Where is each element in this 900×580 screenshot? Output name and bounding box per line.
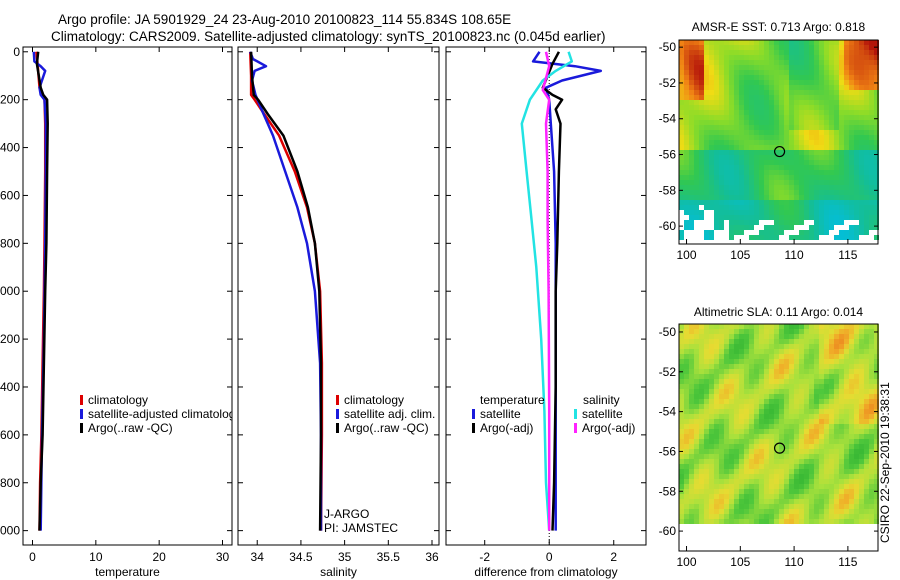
- sst-ytick-label: -56: [659, 148, 677, 162]
- depth-tick-label: 400: [0, 141, 20, 155]
- temperature-legend-swatch: [80, 395, 83, 405]
- sla-ytick-label: -58: [659, 484, 677, 498]
- difference-series-salinity-satellite: [520, 51, 574, 531]
- temperature-xtick-label: 10: [89, 550, 103, 564]
- salinity-legend-label: climatology: [344, 393, 404, 407]
- difference-xtick-label: 0: [546, 550, 553, 564]
- diff-legend-temperature-label: Argo(-adj): [480, 421, 533, 435]
- sst-xtick-label: 100: [677, 248, 697, 262]
- salinity-xlabel: salinity: [320, 565, 357, 579]
- sla-argo-marker: [773, 442, 786, 454]
- diff-legend-temperature-label: satellite: [480, 407, 521, 421]
- sst-ytick-label: -54: [659, 112, 677, 126]
- temperature-xlabel: temperature: [95, 565, 160, 579]
- sst-field: [679, 40, 879, 240]
- sla-ytick-label: -50: [659, 325, 677, 339]
- depth-tick-label: 1200: [0, 332, 20, 346]
- sst-xtick-label: 110: [785, 248, 804, 262]
- salinity-panel: 34 34.5 35 35.5 36 salinity climatologysatelli…: [237, 46, 440, 579]
- diff-legend-salinity-label: satellite: [582, 407, 623, 421]
- sst-title: AMSR-E SST: 0.713 Argo: 0.818: [692, 20, 866, 34]
- sst-ytick-label: -58: [659, 183, 677, 197]
- depth-tick-label: 1800: [0, 476, 20, 490]
- salinity-xtick-label: 34.5: [289, 550, 313, 564]
- sst-ytick-label: -50: [659, 40, 677, 54]
- diff-legend-salinity-title: salinity: [583, 393, 620, 407]
- temperature-xtick-label: 20: [152, 550, 166, 564]
- temperature-legend-label: Argo(..raw -QC): [88, 421, 173, 435]
- salinity-legend-label: satellite adj. clim.: [344, 407, 435, 421]
- depth-tick-label: 0: [13, 45, 20, 59]
- difference-xtick-label: 2: [610, 550, 617, 564]
- diff-legend-salinity-swatch: [574, 423, 577, 433]
- sla-map-frame: [678, 323, 879, 552]
- depth-tick-label: 2000: [0, 524, 20, 538]
- salinity-legend-swatch: [336, 409, 339, 419]
- sla-ytick-label: -56: [659, 444, 677, 458]
- difference-xtick-label: -2: [479, 550, 490, 564]
- diff-legend-temperature-title: temperature: [480, 393, 545, 407]
- salinity-xtick-label: 34: [251, 550, 265, 564]
- difference-series-salinity-argo-adj-: [541, 51, 551, 531]
- sla-ytick-label: -52: [659, 365, 677, 379]
- depth-tick-label: 200: [0, 93, 20, 107]
- temperature-legend-label: satellite-adjusted climatology: [88, 407, 241, 421]
- sla-xtick-label: 110: [785, 555, 804, 569]
- depth-tick-label: 600: [0, 188, 20, 202]
- temperature-panel: 0 10 20 30 0 200 400 600 800 1000 1200 1400 1600 1800…: [0, 45, 233, 579]
- sst-map: 100 105 110 115 -50 -52 -54 -56 -58 -60 AMSR-E SST…: [659, 20, 879, 262]
- figure-title-line2: Climatology: CARS2009. Satellite-adjuste…: [51, 29, 606, 44]
- salinity-series-argo-raw-qc-: [249, 51, 323, 531]
- sla-ytick-label: -60: [659, 524, 677, 538]
- salinity-series-climatology: [248, 51, 324, 531]
- temperature-legend-label: climatology: [88, 393, 148, 407]
- depth-tick-label: 1400: [0, 380, 20, 394]
- jargo-label: J-ARGO: [324, 507, 369, 521]
- temperature-axes-frame: [22, 46, 233, 546]
- sst-xtick-label: 105: [730, 248, 750, 262]
- salinity-xtick-label: 35: [338, 550, 352, 564]
- sst-xtick-label: 115: [838, 248, 857, 262]
- difference-axes-frame: [445, 46, 647, 546]
- temperature-legend-swatch: [80, 423, 83, 433]
- salinity-series-satellite-adj-clim-: [249, 51, 323, 531]
- sla-title: Altimetric SLA: 0.11 Argo: 0.014: [694, 305, 864, 319]
- difference-xlabel: difference from climatology: [474, 565, 617, 579]
- diff-legend-salinity-swatch: [574, 409, 577, 419]
- depth-tick-label: 800: [0, 236, 20, 250]
- salinity-xtick-label: 35.5: [377, 550, 401, 564]
- figure-title-line1: Argo profile: JA 5901929_24 23-Aug-2010 …: [58, 12, 512, 27]
- salinity-legend-swatch: [336, 423, 339, 433]
- sla-map: 100 105 110 115 -50 -52 -54 -56 -58 -60 Altimetric…: [659, 305, 879, 569]
- difference-series-temperature-satellite: [531, 51, 603, 531]
- sla-xtick-label: 100: [677, 555, 697, 569]
- diff-legend-temperature-swatch: [472, 423, 475, 433]
- sst-argo-marker: [773, 145, 786, 158]
- sla-ytick-label: -54: [659, 405, 677, 419]
- temperature-xtick-label: 30: [216, 550, 230, 564]
- pi-label: PI: JAMSTEC: [324, 521, 398, 535]
- sla-xtick-label: 115: [838, 555, 857, 569]
- sla-field: [679, 324, 879, 524]
- salinity-xtick-label: 36: [425, 550, 439, 564]
- salinity-legend-label: Argo(..raw -QC): [344, 421, 429, 435]
- sla-xtick-label: 105: [730, 555, 750, 569]
- salinity-legend-swatch: [336, 395, 339, 405]
- depth-tick-label: 1600: [0, 428, 20, 442]
- diff-legend-salinity-label: Argo(-adj): [582, 421, 635, 435]
- sst-map-frame: [678, 39, 879, 245]
- temperature-xtick-label: 0: [29, 550, 36, 564]
- temperature-legend-swatch: [80, 409, 83, 419]
- diff-legend-temperature-swatch: [472, 409, 475, 419]
- sst-ytick-label: -60: [659, 219, 677, 233]
- depth-tick-label: 1000: [0, 284, 20, 298]
- temperature-series-argo-raw-qc-: [35, 51, 49, 531]
- sst-ytick-label: -52: [659, 76, 677, 90]
- salinity-axes-frame: [237, 46, 440, 546]
